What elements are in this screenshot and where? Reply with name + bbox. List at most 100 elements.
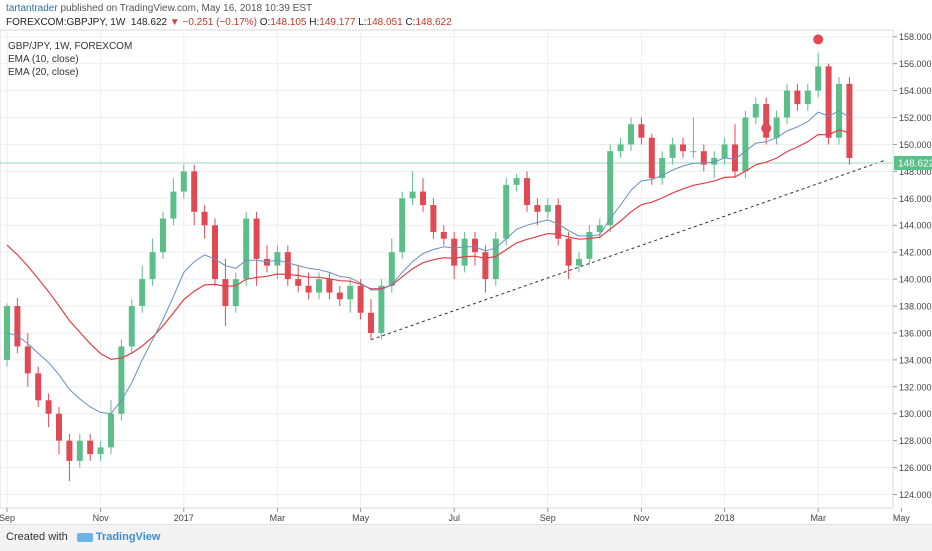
candle-body bbox=[139, 279, 146, 307]
candle-body bbox=[253, 218, 260, 259]
y-tick-label: 158.000 bbox=[899, 32, 932, 42]
y-tick-label: 154.000 bbox=[899, 86, 932, 96]
candle-body bbox=[492, 238, 499, 280]
publish-line: tartantrader published on TradingView.co… bbox=[6, 3, 312, 14]
candle bbox=[160, 211, 166, 259]
candle bbox=[472, 231, 478, 266]
tradingview-brand[interactable]: TradingView bbox=[95, 531, 161, 543]
chart-header: tartantrader published on TradingView.co… bbox=[0, 0, 932, 32]
price-axis[interactable]: 124.000 126.000 128.000 130.000 132.000 134.0… bbox=[893, 32, 932, 500]
tradingview-logo-icon bbox=[76, 532, 93, 542]
candle bbox=[87, 433, 94, 461]
candle bbox=[628, 117, 634, 152]
candle bbox=[284, 245, 291, 286]
candle-body bbox=[794, 90, 801, 105]
candle bbox=[336, 285, 343, 307]
x-tick-label: Nov bbox=[633, 513, 650, 523]
candle-body bbox=[388, 252, 395, 286]
candle-body bbox=[721, 144, 728, 158]
candle-body bbox=[56, 413, 62, 441]
candle-body bbox=[586, 231, 593, 259]
candle bbox=[732, 124, 738, 179]
candle-body bbox=[409, 191, 416, 199]
candle bbox=[253, 211, 260, 286]
candle-body bbox=[773, 117, 780, 138]
candle bbox=[222, 258, 229, 327]
candle-body bbox=[555, 205, 562, 239]
candle-body bbox=[128, 306, 135, 347]
candle-body bbox=[472, 238, 478, 253]
time-axis[interactable]: Sep Nov 2017 Mar May Jul Sep Nov 2018 Mar May bbox=[0, 508, 910, 523]
candle bbox=[357, 279, 364, 320]
legend-ema10: EMA (10, close) bbox=[8, 54, 79, 65]
candle-body bbox=[752, 104, 759, 118]
candle bbox=[368, 299, 374, 340]
quote-line: FOREXCOM:GBPJPY, 1W 148.622 ▼ −0.251 (−0… bbox=[6, 17, 452, 28]
candle bbox=[669, 137, 676, 165]
candle bbox=[544, 198, 551, 219]
legend: GBP/JPY, 1W, FOREXCOM EMA (10, close) EM… bbox=[8, 41, 132, 78]
candle-body bbox=[825, 66, 832, 138]
candle bbox=[399, 191, 406, 259]
candle-body bbox=[607, 151, 614, 226]
candle bbox=[711, 151, 718, 179]
candle bbox=[128, 299, 135, 354]
candle-body bbox=[711, 157, 718, 165]
candle bbox=[232, 272, 239, 313]
candle bbox=[700, 144, 707, 172]
candle bbox=[804, 83, 811, 111]
candle bbox=[420, 178, 426, 212]
candle bbox=[659, 151, 666, 185]
candle-body bbox=[565, 238, 572, 266]
y-tick-label: 142.000 bbox=[899, 248, 932, 258]
author-link[interactable]: tartantrader bbox=[6, 3, 58, 14]
candle-body bbox=[284, 252, 291, 280]
close-label: C: bbox=[405, 17, 416, 28]
candle-body bbox=[4, 306, 10, 360]
candle-body bbox=[170, 191, 177, 219]
candle bbox=[742, 110, 749, 179]
candle bbox=[534, 198, 541, 226]
candle-body bbox=[596, 225, 603, 232]
y-tick-label: 126.000 bbox=[899, 463, 932, 473]
x-tick-label: Sep bbox=[540, 513, 556, 523]
candle bbox=[524, 171, 530, 212]
candle bbox=[56, 407, 62, 455]
y-tick-label: 130.000 bbox=[899, 409, 932, 419]
candle-body bbox=[378, 285, 385, 333]
candle bbox=[825, 63, 832, 145]
candle-body bbox=[815, 66, 822, 91]
candle-body bbox=[316, 279, 322, 293]
candle-body bbox=[326, 279, 333, 293]
candle-body bbox=[76, 440, 83, 461]
created-with-label: Created with bbox=[6, 531, 68, 543]
candle-body bbox=[503, 184, 510, 239]
candle bbox=[97, 440, 104, 461]
candle-body bbox=[24, 346, 31, 374]
candle bbox=[45, 393, 52, 428]
candle-body bbox=[149, 252, 156, 280]
price-change: −0.251 (−0.17%) bbox=[182, 17, 257, 28]
y-tick-label: 150.000 bbox=[899, 140, 932, 150]
x-tick-label: 2017 bbox=[174, 513, 194, 523]
candle-body bbox=[160, 218, 166, 253]
last-price: 148.622 bbox=[130, 17, 168, 28]
candle bbox=[607, 144, 614, 232]
candlestick-chart[interactable]: 124.000 126.000 128.000 130.000 132.000 134.0… bbox=[0, 28, 932, 524]
candle bbox=[108, 400, 114, 455]
candle-body bbox=[274, 252, 281, 266]
candle-body bbox=[14, 306, 21, 347]
candle bbox=[430, 198, 437, 239]
candle bbox=[35, 366, 42, 408]
candle bbox=[492, 231, 499, 286]
candle-body bbox=[108, 413, 114, 448]
candle-body bbox=[264, 258, 270, 266]
candle bbox=[139, 265, 146, 313]
y-tick-label: 134.000 bbox=[899, 355, 932, 365]
candle-body bbox=[617, 144, 624, 152]
candle bbox=[76, 433, 83, 468]
y-tick-label: 132.000 bbox=[899, 382, 932, 392]
candle bbox=[815, 52, 822, 98]
y-tick-label: 144.000 bbox=[899, 221, 932, 231]
candle bbox=[4, 303, 10, 367]
